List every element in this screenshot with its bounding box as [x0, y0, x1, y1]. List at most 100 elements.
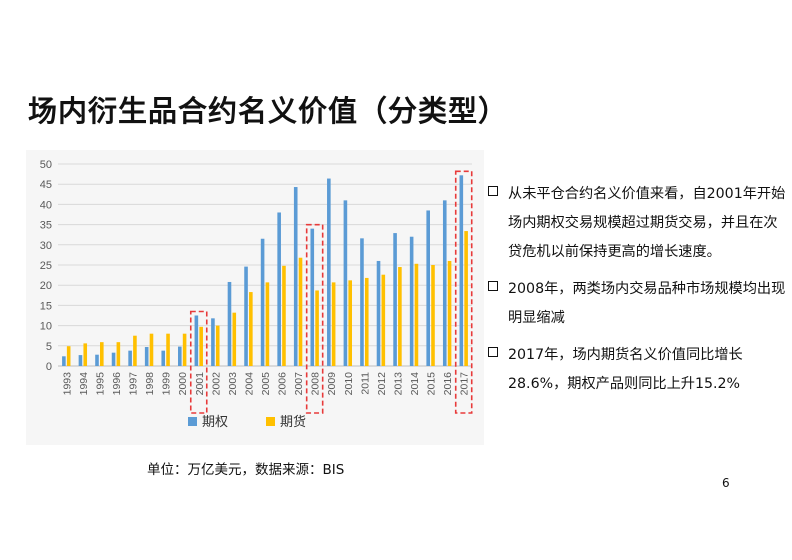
bar-futures	[282, 265, 286, 366]
x-tick-label: 2005	[260, 372, 272, 396]
bar-futures	[464, 231, 468, 366]
y-tick-label: 45	[40, 179, 52, 191]
bar-options	[293, 187, 298, 366]
bar-options	[409, 236, 414, 366]
bar-options	[178, 346, 182, 366]
y-tick-label: 0	[46, 361, 52, 373]
bar-futures	[66, 346, 71, 366]
bar-futures	[398, 267, 402, 366]
bar-futures	[83, 343, 88, 366]
x-tick-label: 2006	[277, 372, 289, 396]
bar-options	[128, 350, 132, 366]
bar-futures	[215, 325, 220, 366]
x-tick-label: 2009	[326, 372, 338, 396]
bar-futures	[133, 335, 137, 366]
bar-options	[78, 355, 83, 366]
legend-swatch	[188, 417, 197, 426]
y-tick-label: 50	[40, 159, 52, 171]
bar-futures	[315, 290, 319, 366]
bar-options	[227, 281, 232, 366]
legend-swatch	[266, 417, 275, 426]
bar-options	[327, 178, 331, 366]
bar-options	[376, 260, 381, 366]
bar-futures	[100, 342, 104, 366]
bar-futures	[166, 333, 170, 366]
y-tick-label: 30	[40, 240, 52, 252]
slide-title: 场内衍生品合约名义价值（分类型）	[28, 94, 509, 128]
bar-futures	[182, 333, 187, 366]
y-tick-label: 5	[46, 341, 52, 353]
y-tick-label: 10	[40, 321, 52, 333]
bullet-text: 从未平仓合约名义价值来看，自2001年开始场内期权交易规模超过期货交易，并且在次…	[508, 186, 786, 260]
y-tick-label: 35	[40, 220, 52, 232]
bar-options	[144, 347, 149, 366]
bar-options	[393, 233, 397, 366]
page-number: 6	[722, 476, 730, 490]
bar-options	[194, 315, 199, 366]
x-tick-label: 2003	[227, 372, 239, 396]
highlight-box	[189, 310, 208, 414]
bar-options	[244, 266, 248, 366]
highlight-box	[305, 223, 324, 414]
bar-futures	[265, 282, 270, 366]
x-tick-label: 2008	[310, 372, 322, 396]
bar-options	[277, 212, 281, 366]
bar-options	[459, 175, 464, 366]
chart-caption: 单位：万亿美元，数据来源：BIS	[147, 462, 345, 478]
bar-options	[211, 318, 215, 366]
bullet-text: 2017年，场内期货名义价值同比增长28.6%，期权产品则同比上升15.2%	[508, 347, 743, 392]
bullet-item: 2008年，两类场内交易品种市场规模均出现明显缩减	[488, 275, 788, 333]
bar-futures	[364, 277, 369, 366]
x-tick-label: 2015	[426, 372, 438, 396]
bar-futures	[348, 280, 352, 366]
bar-options	[111, 352, 116, 366]
x-tick-label: 1996	[111, 372, 123, 396]
bar-futures	[249, 292, 253, 366]
x-tick-label: 2010	[343, 372, 355, 396]
x-tick-label: 2011	[359, 372, 371, 395]
x-tick-label: 2007	[293, 372, 305, 396]
y-tick-label: 40	[40, 199, 52, 211]
x-tick-label: 2013	[392, 372, 404, 396]
y-tick-label: 20	[40, 280, 52, 292]
bar-futures	[447, 260, 452, 366]
bar-futures	[381, 274, 386, 366]
legend-label: 期权	[202, 414, 228, 430]
bullet-item: 2017年，场内期货名义价值同比增长28.6%，期权产品则同比上升15.2%	[488, 341, 788, 399]
bar-options	[95, 354, 99, 366]
bullet-text: 2008年，两类场内交易品种市场规模均出现明显缩减	[508, 281, 786, 326]
chart-panel: 0 5 10 15 20 25 30 35 40 45 50 1993 1994 1995 1996 1997…	[26, 150, 484, 445]
y-tick-label: 15	[40, 300, 52, 312]
highlight-box	[454, 170, 473, 414]
square-bullet-icon	[488, 347, 498, 357]
bar-futures	[199, 326, 203, 366]
bar-chart: 0 5 10 15 20 25 30 35 40 45 50 1993 1994 1995 1996 1997…	[40, 159, 473, 430]
bar-futures	[298, 257, 303, 366]
bar-options	[426, 210, 430, 366]
x-tick-label: 2016	[442, 372, 454, 396]
x-tick-label: 1998	[144, 372, 156, 396]
bar-futures	[149, 333, 154, 366]
x-tick-label: 1995	[94, 372, 106, 396]
bar-options	[442, 200, 447, 366]
x-tick-label: 2001	[194, 372, 206, 396]
x-tick-label: 1993	[61, 372, 73, 396]
bar-options	[161, 350, 166, 366]
bar-futures	[116, 342, 121, 366]
bar-options	[310, 228, 315, 366]
legend-label: 期货	[280, 414, 306, 430]
bullet-item: 从未平仓合约名义价值来看，自2001年开始场内期权交易规模超过期货交易，并且在次…	[488, 180, 788, 267]
bar-futures	[431, 265, 435, 366]
bar-options	[360, 238, 364, 366]
x-tick-label: 1997	[128, 372, 140, 396]
x-tick-label: 2017	[459, 372, 471, 396]
x-tick-label: 2000	[177, 372, 189, 396]
bar-futures	[414, 263, 419, 366]
bar-futures	[331, 282, 336, 366]
bar-futures	[232, 312, 237, 366]
x-tick-label: 2004	[243, 372, 255, 396]
x-tick-label: 2012	[376, 372, 388, 396]
x-tick-label: 1999	[161, 372, 173, 396]
square-bullet-icon	[488, 186, 498, 196]
x-tick-label: 2014	[409, 372, 421, 396]
